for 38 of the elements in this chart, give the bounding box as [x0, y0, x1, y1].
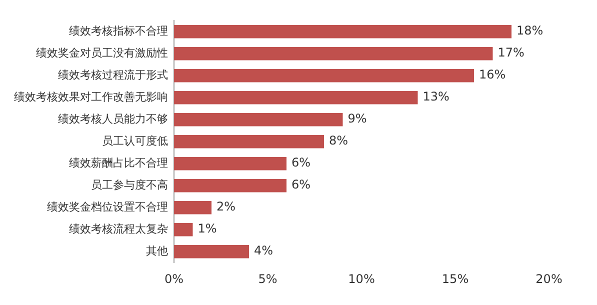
- bar: [174, 135, 324, 148]
- data-label: 18%: [516, 24, 544, 38]
- x-tick-label: 10%: [348, 272, 375, 286]
- data-label: 9%: [348, 112, 367, 126]
- y-tick-label: 其他: [146, 244, 168, 258]
- y-tick-label: 绩效考核流程太复杂: [69, 222, 168, 236]
- x-tick-label: 20%: [536, 272, 562, 286]
- bar: [174, 223, 193, 236]
- data-label: 8%: [329, 134, 348, 148]
- bar: [174, 157, 286, 170]
- y-tick-label: 绩效薪酬占比不合理: [69, 156, 168, 170]
- y-tick-label: 绩效考核指标不合理: [69, 24, 168, 38]
- data-label: 4%: [254, 244, 274, 258]
- y-tick-label: 绩效奖金档位设置不合理: [47, 200, 168, 214]
- data-label: 6%: [292, 178, 311, 192]
- y-tick-label: 绩效奖金对员工没有激励性: [36, 46, 168, 60]
- x-tick-label: 15%: [442, 272, 469, 286]
- data-label: 2%: [216, 200, 236, 214]
- y-tick-label: 绩效考核过程流于形式: [58, 68, 168, 82]
- data-label: 1%: [198, 222, 217, 236]
- x-tick-label: 5%: [258, 272, 278, 286]
- bar: [174, 47, 493, 60]
- bar: [174, 25, 512, 38]
- bar: [174, 69, 474, 82]
- y-tick-label: 绩效考核效果对工作改善无影响: [14, 90, 168, 104]
- bar: [174, 179, 286, 192]
- bar: [174, 91, 418, 104]
- bar: [174, 245, 249, 258]
- y-tick-label: 员工参与度不高: [91, 178, 168, 192]
- y-tick-label: 绩效考核人员能力不够: [58, 112, 168, 126]
- data-label: 13%: [422, 90, 450, 104]
- x-tick-label: 0%: [164, 272, 184, 286]
- bar: [174, 201, 212, 214]
- data-label: 17%: [498, 46, 524, 60]
- data-label: 6%: [292, 156, 311, 170]
- bar: [174, 113, 343, 126]
- y-tick-label: 员工认可度低: [102, 134, 168, 148]
- data-label: 16%: [479, 68, 506, 82]
